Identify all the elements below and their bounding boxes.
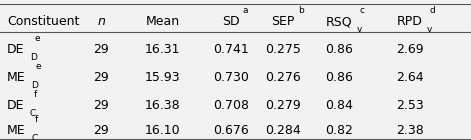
Text: 2.64: 2.64 xyxy=(396,71,423,84)
Text: Mean: Mean xyxy=(146,15,179,28)
Text: 0.279: 0.279 xyxy=(265,99,300,112)
Text: DE: DE xyxy=(7,99,24,112)
Text: 0.275: 0.275 xyxy=(265,43,300,56)
Text: D: D xyxy=(31,80,38,89)
Text: 0.86: 0.86 xyxy=(325,71,353,84)
Text: a: a xyxy=(242,6,248,15)
Text: D: D xyxy=(30,52,37,61)
Text: 15.93: 15.93 xyxy=(145,71,180,84)
Text: 0.676: 0.676 xyxy=(213,124,249,137)
Text: 29: 29 xyxy=(93,124,109,137)
Text: 0.82: 0.82 xyxy=(325,124,353,137)
Text: f: f xyxy=(34,90,37,99)
Text: 16.38: 16.38 xyxy=(145,99,180,112)
Text: 0.284: 0.284 xyxy=(265,124,300,137)
Text: 29: 29 xyxy=(93,71,109,84)
Text: e: e xyxy=(35,62,41,71)
Text: SEP: SEP xyxy=(271,15,294,28)
Text: 29: 29 xyxy=(93,43,109,56)
Text: c: c xyxy=(360,6,365,15)
Text: 0.84: 0.84 xyxy=(325,99,353,112)
Text: v: v xyxy=(356,24,362,33)
Text: v: v xyxy=(426,24,432,33)
Text: e: e xyxy=(34,34,40,43)
Text: b: b xyxy=(298,6,303,15)
Text: 2.38: 2.38 xyxy=(396,124,423,137)
Text: 0.276: 0.276 xyxy=(265,71,300,84)
Text: 16.31: 16.31 xyxy=(145,43,180,56)
Text: 0.730: 0.730 xyxy=(213,71,249,84)
Text: 29: 29 xyxy=(93,99,109,112)
Text: 2.53: 2.53 xyxy=(396,99,423,112)
Text: f: f xyxy=(35,115,38,124)
Text: 0.708: 0.708 xyxy=(213,99,249,112)
Text: C: C xyxy=(30,108,36,117)
Text: ME: ME xyxy=(7,71,26,84)
Text: 2.69: 2.69 xyxy=(396,43,423,56)
Text: RSQ: RSQ xyxy=(326,15,352,28)
Text: SD: SD xyxy=(222,15,240,28)
Text: DE: DE xyxy=(7,43,24,56)
Text: 16.10: 16.10 xyxy=(145,124,180,137)
Text: Constituent: Constituent xyxy=(7,15,80,28)
Text: ME: ME xyxy=(7,124,26,137)
Text: RPD: RPD xyxy=(397,15,422,28)
Text: n: n xyxy=(97,15,105,28)
Text: 0.86: 0.86 xyxy=(325,43,353,56)
Text: d: d xyxy=(430,6,436,15)
Text: C: C xyxy=(31,134,37,140)
Text: 0.741: 0.741 xyxy=(213,43,249,56)
